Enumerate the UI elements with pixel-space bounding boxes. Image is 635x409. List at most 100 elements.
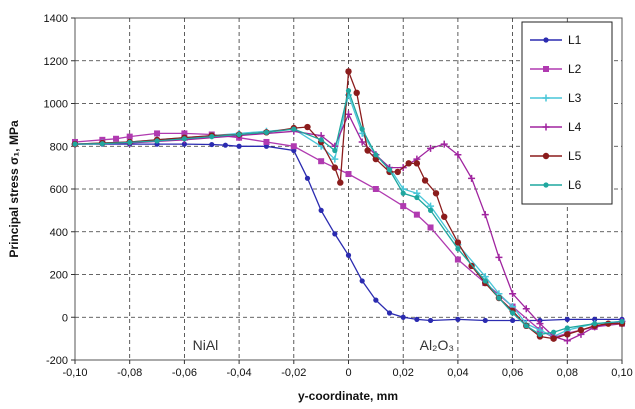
data-point bbox=[564, 331, 571, 338]
data-point bbox=[222, 142, 229, 148]
data-point bbox=[332, 147, 338, 154]
data-point bbox=[427, 207, 434, 213]
legend: L1 L2 L3 L4 L5 L6 bbox=[521, 21, 613, 205]
legend-label: L5 bbox=[568, 149, 582, 163]
data-point bbox=[542, 123, 550, 131]
data-point bbox=[427, 144, 435, 152]
x-tick-label: 0,02 bbox=[392, 367, 413, 379]
grid-lines bbox=[71, 17, 623, 364]
data-point bbox=[414, 194, 420, 201]
data-point bbox=[127, 139, 133, 146]
data-point bbox=[496, 295, 502, 301]
data-point bbox=[592, 321, 598, 327]
data-point bbox=[386, 167, 393, 173]
data-point bbox=[154, 130, 161, 137]
y-axis-title: Principal stress σ₁, MPa bbox=[7, 120, 21, 258]
legend-item-l1: L1 bbox=[530, 33, 582, 47]
data-point bbox=[337, 179, 344, 186]
data-point bbox=[405, 160, 412, 167]
data-point bbox=[543, 66, 549, 72]
data-point bbox=[304, 175, 311, 181]
y-tick-label: -200 bbox=[46, 355, 68, 367]
data-point bbox=[543, 182, 549, 188]
data-point bbox=[536, 320, 544, 328]
data-point bbox=[236, 131, 242, 138]
region-label-nial: NiAl bbox=[193, 337, 219, 353]
data-point bbox=[345, 110, 352, 118]
data-point bbox=[345, 88, 352, 94]
x-tick-label: -0,10 bbox=[62, 367, 87, 379]
legend-box bbox=[521, 21, 613, 205]
data-point bbox=[605, 320, 612, 327]
legend-item-l5: L5 bbox=[530, 149, 582, 163]
data-point bbox=[400, 314, 406, 320]
data-point bbox=[386, 310, 393, 316]
data-point bbox=[537, 331, 543, 337]
data-point bbox=[413, 211, 420, 218]
data-point bbox=[454, 256, 461, 263]
data-point bbox=[414, 316, 420, 322]
data-point bbox=[421, 177, 429, 184]
data-point bbox=[345, 68, 352, 75]
legend-item-l4: L4 bbox=[530, 120, 582, 134]
data-point bbox=[345, 252, 352, 258]
data-point bbox=[72, 141, 78, 147]
region-label-al2o3: Al₂O₃ bbox=[420, 337, 454, 353]
data-point bbox=[400, 203, 407, 210]
data-point bbox=[523, 323, 529, 329]
data-point bbox=[345, 171, 352, 178]
data-point bbox=[318, 137, 324, 143]
data-point bbox=[236, 143, 242, 149]
data-point bbox=[209, 134, 215, 140]
data-point bbox=[577, 326, 585, 334]
data-series bbox=[71, 68, 626, 345]
legend-label: L4 bbox=[568, 120, 582, 134]
data-point bbox=[373, 297, 379, 303]
data-point bbox=[482, 317, 488, 324]
data-point bbox=[495, 253, 503, 261]
data-point bbox=[454, 239, 462, 246]
x-tick-label: 0,04 bbox=[447, 367, 468, 379]
data-point bbox=[592, 316, 598, 322]
data-point bbox=[481, 211, 489, 219]
data-point bbox=[441, 213, 448, 220]
data-point bbox=[181, 141, 187, 147]
data-point bbox=[432, 190, 440, 197]
data-point bbox=[413, 160, 421, 167]
data-point bbox=[427, 317, 434, 324]
data-point bbox=[522, 305, 530, 313]
x-tick-label: -0,02 bbox=[281, 367, 306, 379]
y-tick-label: 800 bbox=[50, 141, 68, 153]
data-point bbox=[455, 316, 461, 322]
data-point bbox=[359, 278, 365, 284]
data-point bbox=[263, 138, 270, 145]
legend-label: L2 bbox=[568, 62, 582, 76]
data-point bbox=[331, 164, 339, 171]
data-point bbox=[468, 174, 476, 182]
legend-label: L6 bbox=[568, 178, 582, 192]
data-point bbox=[550, 335, 557, 342]
data-point bbox=[564, 316, 570, 322]
data-point bbox=[563, 337, 571, 345]
data-point bbox=[331, 155, 339, 163]
data-point bbox=[364, 147, 371, 154]
data-point bbox=[482, 278, 488, 284]
x-tick-label: 0 bbox=[345, 367, 351, 379]
data-point bbox=[551, 329, 557, 335]
data-point bbox=[542, 152, 550, 160]
x-tick-label: -0,06 bbox=[172, 367, 197, 379]
data-point bbox=[509, 317, 516, 324]
data-point bbox=[455, 246, 461, 252]
data-point bbox=[564, 325, 570, 331]
data-point bbox=[304, 123, 311, 131]
legend-item-l3: L3 bbox=[530, 91, 582, 105]
data-point bbox=[318, 207, 324, 213]
data-point bbox=[400, 190, 406, 196]
y-tick-label: 600 bbox=[50, 184, 68, 196]
x-axis-title: y-coordinate, mm bbox=[298, 389, 398, 403]
data-point bbox=[332, 231, 338, 237]
data-point bbox=[509, 290, 517, 298]
data-point bbox=[373, 152, 379, 158]
x-tick-label: -0,08 bbox=[117, 367, 142, 379]
